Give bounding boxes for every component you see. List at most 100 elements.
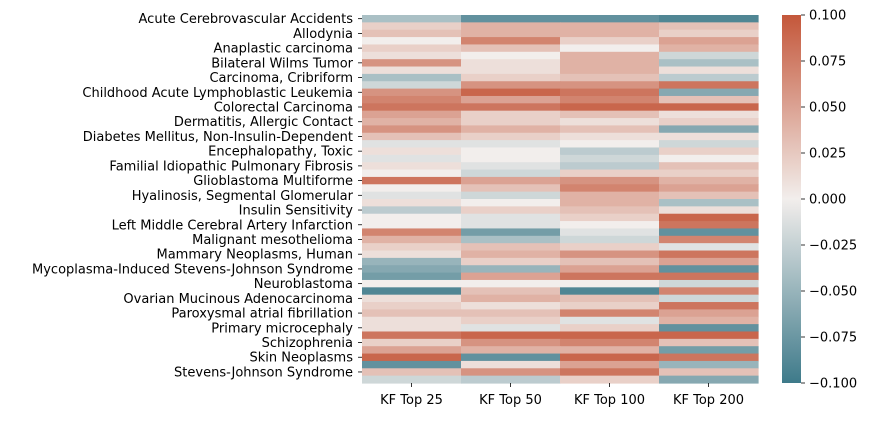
heatmap-cell [461,132,561,141]
heatmap-cell [560,353,660,362]
heatmap-cell [461,309,561,318]
heatmap-cell [560,265,660,274]
heatmap-cell [362,147,462,156]
heatmap-cell [362,302,462,310]
heatmap-cell [461,257,561,266]
heatmap-cell [659,287,759,296]
heatmap-cell [560,287,660,296]
y-tick-label: Carcinoma, Cribriform [209,71,353,86]
colorbar-tick-label: −0.050 [809,285,857,300]
heatmap-cell [461,15,561,23]
heatmap-cell [461,169,561,178]
heatmap-cell [362,29,462,38]
heatmap-cell [461,316,561,325]
colorbar-tick-label: 0.075 [809,55,846,70]
heatmap-cell [560,132,660,141]
heatmap-cells [362,15,759,384]
heatmap-cell [560,184,660,193]
heatmap-cell [659,279,759,288]
heatmap-cell [659,346,759,355]
heatmap-cell [362,279,462,288]
heatmap-cell [461,287,561,296]
heatmap-cell [362,250,462,259]
heatmap-cell [659,243,759,252]
heatmap-cell [560,360,660,369]
heatmap-cell [659,176,759,185]
heatmap-cell [461,110,561,119]
heatmap-cell [362,228,462,237]
heatmap-cell [560,154,660,163]
heatmap-cell [362,103,462,112]
heatmap-cell [560,29,660,38]
heatmap-cell [362,191,462,200]
heatmap-cell [659,147,759,156]
heatmap-cell [362,346,462,355]
heatmap-cell [560,309,660,318]
heatmap-cell [560,176,660,185]
y-tick-label: Schizophrenia [262,336,353,351]
y-tick-label: Encephalopathy, Toxic [208,145,353,160]
heatmap-cell [461,375,561,384]
heatmap-cell [659,302,759,310]
heatmap-cell [659,324,759,333]
heatmap-cell [362,51,462,60]
heatmap-cell [659,221,759,230]
heatmap-cell [362,73,462,82]
heatmap-cell [461,324,561,333]
heatmap-cell [560,368,660,377]
heatmap-cell [362,199,462,207]
heatmap-cell [461,118,561,126]
y-tick-label: Paroxysmal atrial fibrillation [171,307,353,322]
y-tick-label: Colorectal Carcinoma [214,101,353,116]
heatmap-cell [560,95,660,104]
y-tick-label: Childhood Acute Lymphoblastic Leukemia [82,86,353,101]
heatmap-cell [461,294,561,303]
y-tick-label: Mycoplasma-Induced Stevens-Johnson Syndr… [32,262,353,277]
heatmap-cell [362,15,462,23]
y-tick-label: Skin Neoplasms [250,351,354,366]
heatmap-cell [659,375,759,384]
heatmap-cell [659,191,759,200]
heatmap-cell [659,213,759,222]
heatmap-cell [461,346,561,355]
heatmap-cell [560,228,660,237]
heatmap-cell [659,265,759,274]
x-axis-tick-labels: KF Top 25 KF Top 50 KF Top 100 KF Top 200 [380,383,744,408]
heatmap-cell [362,316,462,325]
heatmap-cell [362,265,462,274]
heatmap-cell [659,272,759,281]
heatmap-cell [560,88,660,97]
heatmap-cell [362,125,462,134]
heatmap-cell [362,110,462,119]
heatmap-cell [560,375,660,384]
heatmap-cell [362,375,462,384]
heatmap-cell [461,140,561,149]
heatmap-cell [659,257,759,266]
heatmap-cell [659,294,759,303]
heatmap-cell [362,88,462,97]
colorbar-tick-label: 0.000 [809,193,846,208]
colorbar-tick-label: −0.075 [809,331,857,346]
heatmap-cell [560,125,660,134]
heatmap-cell [362,272,462,281]
heatmap-cell [461,162,561,171]
heatmap-cell [560,279,660,288]
heatmap-cell [362,132,462,141]
heatmap-cell [362,353,462,362]
heatmap-cell [560,15,660,23]
heatmap-cell [362,37,462,46]
heatmap-cell [659,118,759,126]
colorbar: 0.100 0.075 0.050 0.025 0.000 −0.025 −0.050 −0.… [782,9,857,392]
heatmap-cell [362,257,462,266]
heatmap-cell [362,176,462,185]
heatmap-cell [461,213,561,222]
heatmap-cell [461,279,561,288]
heatmap-cell [362,66,462,75]
heatmap-cell [560,59,660,68]
y-tick-label: Primary microcephaly [211,321,353,336]
heatmap-cell [560,272,660,281]
heatmap-cell [659,103,759,112]
colorbar-tick-label: 0.100 [809,9,846,24]
heatmap-cell [560,73,660,82]
